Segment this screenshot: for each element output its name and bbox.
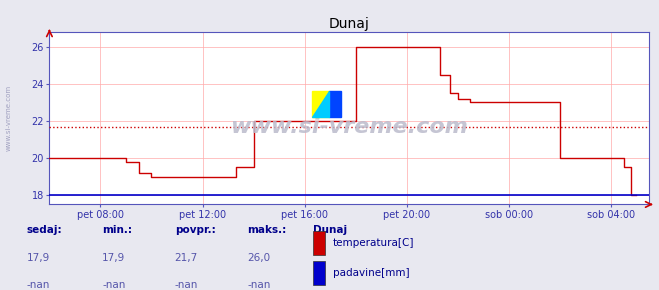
Text: -nan: -nan — [247, 280, 270, 290]
Text: padavine[mm]: padavine[mm] — [333, 268, 409, 278]
Title: Dunaj: Dunaj — [329, 17, 370, 31]
Text: 17,9: 17,9 — [102, 253, 125, 262]
Bar — [329, 91, 341, 117]
Text: www.si-vreme.com: www.si-vreme.com — [6, 85, 12, 151]
Text: -nan: -nan — [175, 280, 198, 290]
Text: povpr.:: povpr.: — [175, 224, 215, 235]
Text: 26,0: 26,0 — [247, 253, 270, 262]
Bar — [312, 91, 329, 117]
Text: -nan: -nan — [102, 280, 125, 290]
Text: 21,7: 21,7 — [175, 253, 198, 262]
Polygon shape — [312, 91, 329, 117]
Text: -nan: -nan — [26, 280, 49, 290]
Text: maks.:: maks.: — [247, 224, 287, 235]
FancyBboxPatch shape — [313, 231, 325, 255]
Text: sedaj:: sedaj: — [26, 224, 62, 235]
FancyBboxPatch shape — [313, 261, 325, 285]
Text: www.si-vreme.com: www.si-vreme.com — [231, 117, 468, 137]
Text: min.:: min.: — [102, 224, 132, 235]
Text: temperatura[C]: temperatura[C] — [333, 238, 415, 248]
Text: 17,9: 17,9 — [26, 253, 49, 262]
Text: Dunaj: Dunaj — [313, 224, 347, 235]
